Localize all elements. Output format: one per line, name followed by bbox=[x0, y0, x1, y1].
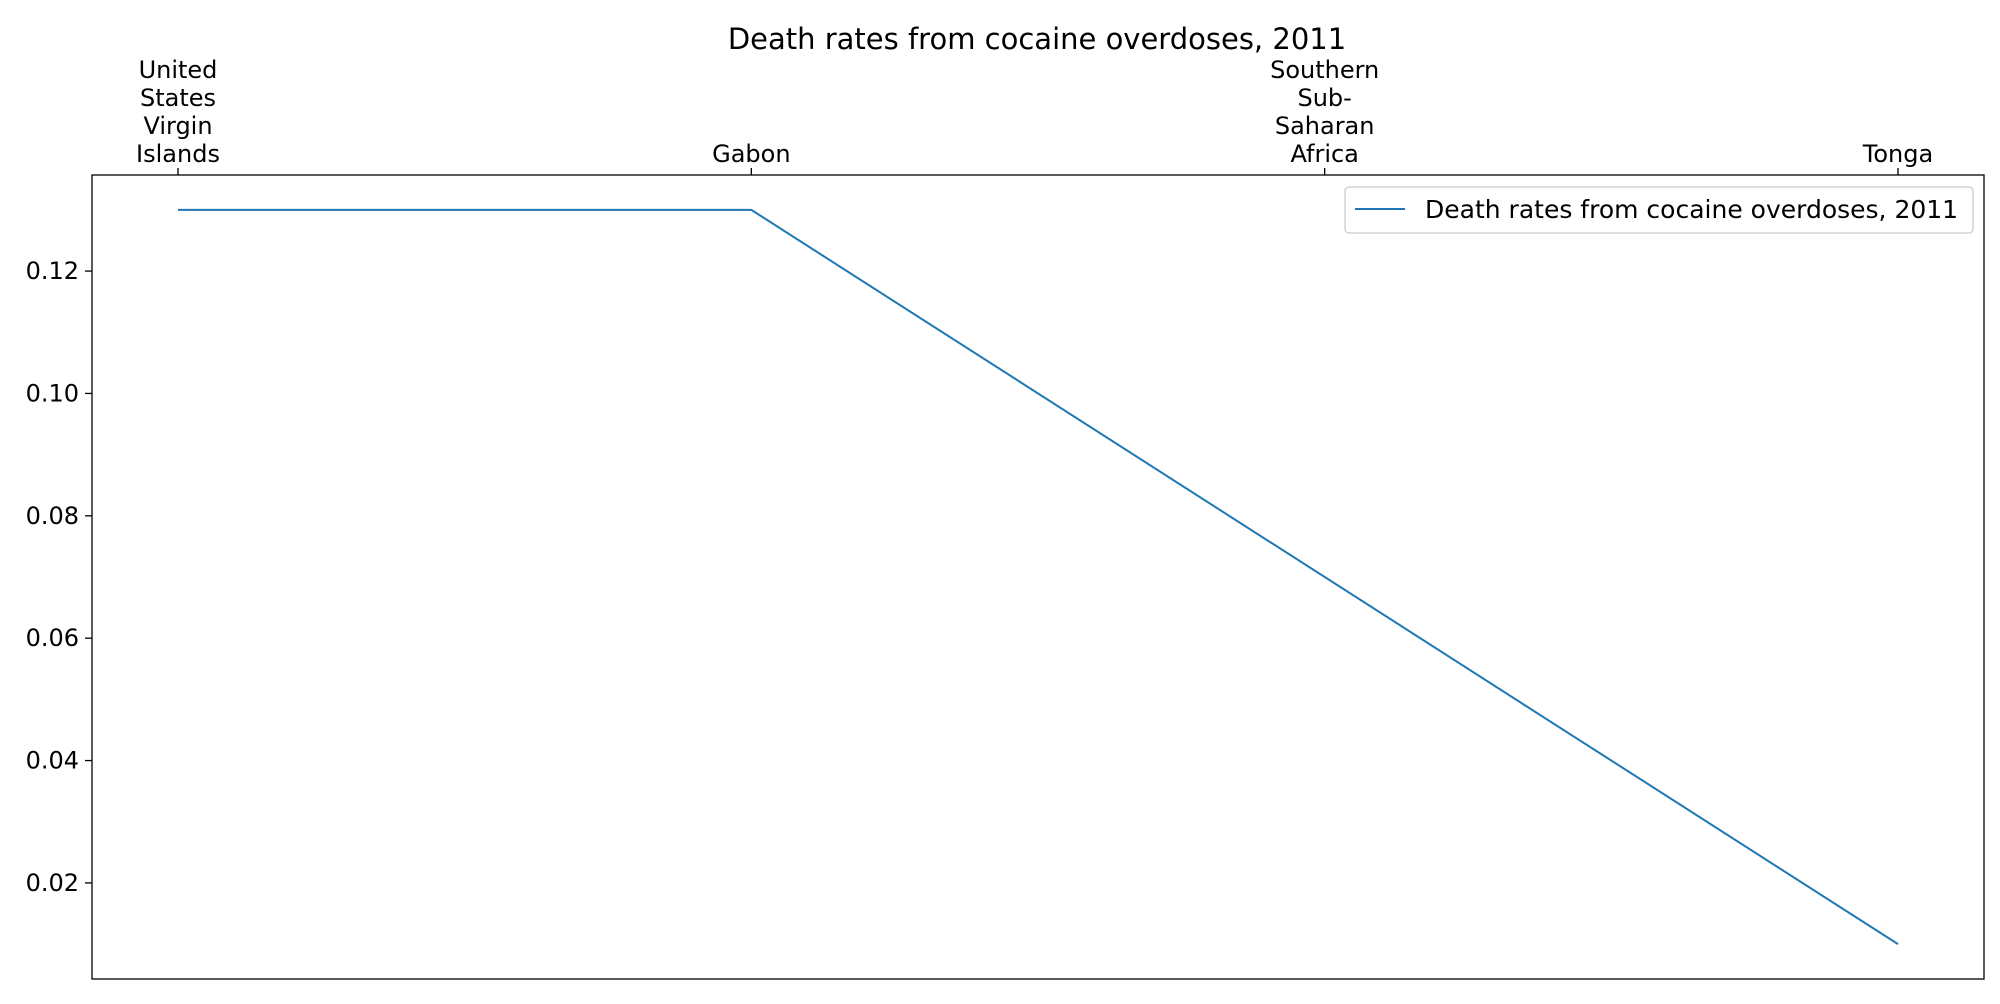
x-tick-label: United bbox=[139, 56, 218, 84]
y-tick-label: 0.02 bbox=[26, 869, 79, 897]
y-tick-label: 0.10 bbox=[26, 379, 79, 407]
x-tick-label: Gabon bbox=[712, 140, 790, 168]
x-tick-label: Virgin bbox=[143, 112, 212, 140]
x-tick-label: Africa bbox=[1290, 140, 1358, 168]
x-tick-label: Saharan bbox=[1275, 112, 1375, 140]
x-tick-label: Sub- bbox=[1297, 84, 1351, 112]
y-tick-label: 0.06 bbox=[26, 624, 79, 652]
series-layer bbox=[178, 208, 1899, 945]
plot-area-frame bbox=[91, 174, 1985, 980]
series-line bbox=[178, 208, 1899, 945]
x-tick-label: Tonga bbox=[1862, 140, 1933, 168]
x-tick-label: Southern bbox=[1270, 56, 1379, 84]
x-tick-label: Islands bbox=[136, 140, 220, 168]
y-tick-label: 0.08 bbox=[26, 502, 79, 530]
chart-title: Death rates from cocaine overdoses, 2011 bbox=[728, 22, 1346, 56]
legend-frame bbox=[1344, 186, 1974, 234]
y-tick-label: 0.04 bbox=[26, 747, 79, 775]
legend: Death rates from cocaine overdoses, 2011 bbox=[1344, 186, 1974, 234]
y-tick-label: 0.12 bbox=[26, 257, 79, 285]
x-tick-label: States bbox=[140, 84, 216, 112]
y-axis: 0.02 0.04 0.06 0.08 0.10 0.12 bbox=[26, 257, 92, 897]
legend-label: Death rates from cocaine overdoses, 2011 bbox=[1425, 195, 1958, 224]
